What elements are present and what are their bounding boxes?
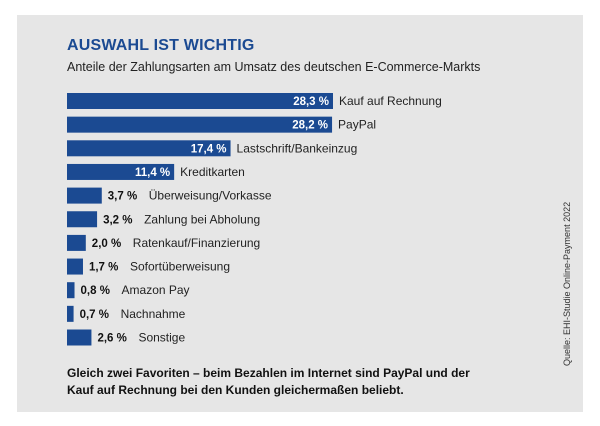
category-label: PayPal <box>338 118 376 132</box>
category-label: Ratenkauf/Finanzierung <box>133 236 260 250</box>
bar <box>67 116 333 133</box>
chart-title: AUSWAHL IST WICHTIG <box>67 37 255 54</box>
value-label: 28,3 % <box>293 96 329 108</box>
category-label: Kauf auf Rechnung <box>339 94 442 108</box>
value-label: 3,7 % <box>108 191 137 203</box>
value-label: 0,7 % <box>80 309 109 321</box>
bar <box>67 234 86 251</box>
category-label: Sonstige <box>138 331 185 345</box>
chart-footer-note: Gleich zwei Favoriten – beim Bezahlen im… <box>67 366 470 397</box>
bar <box>67 258 83 275</box>
value-label: 28,2 % <box>292 120 328 132</box>
category-label: Sofortüberweisung <box>130 260 230 274</box>
bar <box>67 140 231 157</box>
value-label: 2,6 % <box>97 333 126 345</box>
value-label: 11,4 % <box>135 167 170 179</box>
source-note: Quelle: EHI-Studie Online-Payment 2022 <box>562 201 572 366</box>
bar <box>67 305 74 322</box>
bar <box>67 329 92 346</box>
chart-panel <box>17 15 583 412</box>
category-label: Zahlung bei Abholung <box>144 212 260 226</box>
value-label: 2,0 % <box>92 238 121 250</box>
category-label: Kreditkarten <box>180 165 245 179</box>
bar <box>67 187 102 204</box>
chart-subtitle: Anteile der Zahlungsarten am Umsatz des … <box>67 60 481 74</box>
bar <box>67 93 333 109</box>
category-label: Nachnahme <box>121 307 186 321</box>
bar <box>67 163 175 180</box>
bar <box>67 282 75 299</box>
category-label: Lastschrift/Bankeinzug <box>237 141 358 155</box>
bar <box>67 211 98 228</box>
value-label: 1,7 % <box>89 262 118 274</box>
category-label: Amazon Pay <box>122 283 190 297</box>
category-label: Überweisung/Vorkasse <box>149 189 272 203</box>
value-label: 17,4 % <box>191 143 227 155</box>
value-label: 3,2 % <box>103 214 132 226</box>
value-label: 0,8 % <box>81 285 110 297</box>
